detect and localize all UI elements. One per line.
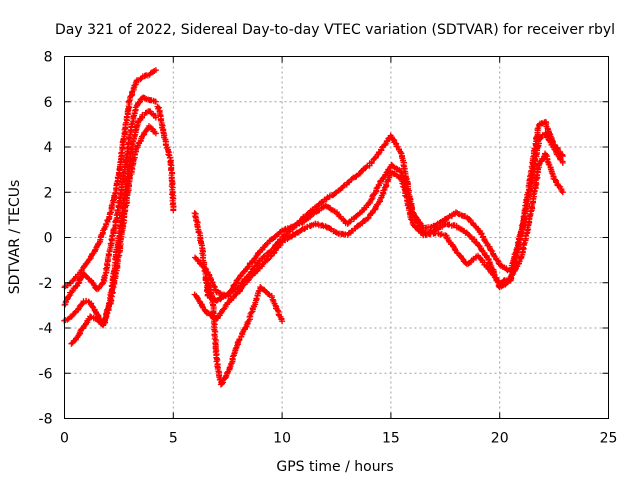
data-markers-track-5 [154,103,177,214]
y-tick-label: 2 [44,185,53,201]
y-axis-label: SDTVAR / TECUs [7,180,23,295]
axis-ticks: 0 5 10 15 20 25 -8 -6 -4 -2 0 2 4 6 8 [39,50,618,447]
x-tick-label: 0 [60,431,69,447]
y-tick-label: -8 [39,412,53,428]
grid [64,56,609,419]
data-markers-track-7 [192,130,566,300]
series-track-8 [191,150,566,322]
y-tick-label: -2 [39,276,53,292]
data-markers-track-9 [203,274,286,388]
y-tick-label: 6 [44,95,53,111]
x-tick-label: 25 [600,431,618,447]
y-tick-label: 0 [44,231,53,247]
data-markers-track-4 [68,123,159,347]
data-markers-track-8 [191,150,566,322]
x-tick-label: 15 [382,431,400,447]
chart-title: Day 321 of 2022, Sidereal Day-to-day VTE… [55,22,615,38]
y-tick-label: 4 [44,140,53,156]
y-tick-label: 8 [44,50,53,66]
series-track-5 [154,103,177,214]
x-tick-label: 10 [273,431,291,447]
y-tick-label: -6 [39,366,53,382]
series-track-9 [203,274,286,388]
data-points [61,67,566,388]
x-tick-label: 5 [169,431,178,447]
x-axis-label: GPS time / hours [276,459,393,475]
x-tick-label: 20 [491,431,509,447]
series-track-4 [68,123,159,347]
series-track-7 [192,130,566,300]
y-tick-label: -4 [39,321,53,337]
